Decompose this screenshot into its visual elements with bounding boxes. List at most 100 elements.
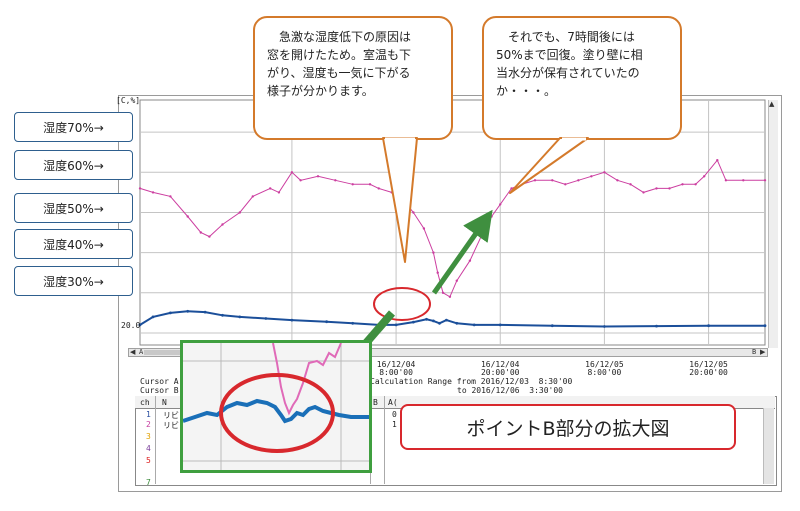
temperature-point (238, 315, 242, 319)
table-row-name: リビン (163, 421, 187, 430)
temperature-point (221, 313, 224, 317)
vertical-scrollbar[interactable] (768, 100, 778, 348)
humidity-label: 湿度60%→ (14, 150, 133, 180)
scroll-right-arrow-icon[interactable]: ▶ (760, 348, 766, 356)
zoom-caption: ポイントB部分の拡大図 (400, 404, 736, 450)
col-b: B (373, 398, 378, 407)
humidity-point (441, 291, 445, 294)
humidity-point (208, 235, 211, 238)
humidity-point (186, 215, 189, 218)
callout-line: がり、湿度も一気に下がる (267, 66, 411, 80)
humidity-point (151, 191, 155, 194)
humidity-point (251, 195, 254, 198)
humidity-point (221, 223, 224, 226)
scroll-up-arrow-icon[interactable]: ▲ (769, 100, 775, 108)
temperature-point (763, 324, 767, 328)
humidity-point (351, 183, 354, 186)
table-row-ch: 3 (146, 432, 151, 441)
humidity-label: 湿度50%→ (14, 193, 133, 223)
zoom-humidity-line (272, 343, 342, 416)
humidity-point (299, 179, 302, 182)
temperature-point (425, 317, 428, 321)
table-row-ch: 5 (146, 456, 151, 465)
temperature-point (264, 317, 268, 320)
callout-line: 当水分が保有されていたの (496, 66, 640, 80)
humidity-point (655, 187, 658, 190)
scroll-right-label: B (752, 348, 757, 356)
scroll-left-arrow-icon[interactable]: ◀ (130, 348, 136, 356)
humidity-point (551, 179, 554, 182)
temperature-point (203, 310, 207, 314)
humidity-point (448, 295, 452, 298)
humidity-point (499, 203, 502, 206)
x-tick-date: 16/12/05 (689, 360, 728, 369)
humidity-point (138, 187, 142, 190)
humidity-point (377, 187, 380, 190)
temperature-point (169, 311, 172, 315)
x-tick-time: 8:00'00 (587, 368, 622, 377)
cursor-a-label: Cursor A (140, 377, 179, 386)
humidity-point (368, 183, 372, 186)
humidity-point (169, 195, 172, 198)
y-tick-label: 20.0 (121, 321, 141, 330)
humidity-point (564, 183, 567, 186)
temperature-point (445, 318, 448, 322)
callout-line: 50%まで回復。塗り壁に相 (496, 48, 643, 62)
table-row-ch: 1 (146, 410, 151, 419)
table-row-name: リビン (163, 411, 187, 420)
humidity-label: 湿度40%→ (14, 229, 133, 259)
temperature-point (186, 309, 190, 313)
zoom-highlight (219, 373, 335, 453)
humidity-point (763, 179, 767, 182)
temperature-point (455, 321, 459, 325)
humidity-point (629, 183, 632, 186)
temperature-series-line (139, 310, 765, 328)
x-tick-time: 8:00'00 (379, 368, 413, 377)
humidity-point (316, 175, 320, 178)
recovery-arrow (431, 209, 493, 295)
temperature-point (394, 323, 398, 327)
col-ch: ch (140, 398, 150, 407)
temperature-point (707, 324, 710, 328)
humidity-point (510, 187, 513, 190)
humidity-point (724, 179, 728, 182)
humidity-point (422, 227, 426, 230)
humidity-point (238, 211, 241, 214)
table-row-value: 0 (392, 410, 397, 419)
humidity-point (577, 179, 580, 182)
callout-line: 急激な湿度低下の原因は (279, 30, 412, 44)
table-row-ch: 7 (146, 478, 151, 487)
col-name: N (162, 398, 167, 407)
x-tick-time: 20:00'00 (689, 368, 728, 377)
horizontal-scrollbar[interactable] (128, 348, 768, 357)
humidity-point (742, 179, 745, 182)
calc-range-from: Calculation Range from 2016/12/03 8:30'0… (370, 377, 573, 386)
callout-line: 窓を開けたため。室温も下 (267, 48, 412, 62)
humidity-point (533, 179, 537, 182)
humidity-point (290, 171, 294, 174)
temperature-point (290, 318, 294, 322)
humidity-point (199, 231, 202, 234)
zoom-inset (180, 340, 372, 473)
point-b-highlight (373, 287, 431, 321)
x-tick-time: 20:00'00 (480, 368, 520, 377)
humidity-point (616, 179, 619, 182)
unit-label: [C,%] (116, 96, 141, 105)
x-tick-date: 16/12/04 (376, 360, 416, 369)
x-tick-date: 16/12/04 (480, 360, 520, 369)
temperature-point (351, 321, 355, 325)
humidity-label: 湿度30%→ (14, 266, 133, 296)
humidity-label: 湿度70%→ (14, 112, 133, 142)
humidity-point (668, 187, 671, 190)
plot-frame (139, 99, 766, 346)
callout-pointer (382, 137, 418, 263)
callout-window-opened: 急激な湿度低下の原因は 窓を開けたため。室温も下 がり、湿度も一気に下がる 様子… (253, 16, 453, 140)
scroll-left-label: A (139, 348, 144, 356)
temperature-point (325, 320, 328, 324)
temperature-point (412, 320, 415, 324)
table-scrollbar[interactable] (763, 408, 774, 484)
callout-line: それでも、7時間後には (508, 30, 635, 44)
callout-recovery: それでも、7時間後には 50%まで回復。塗り壁に相 当水分が保有されていたの か… (482, 16, 682, 140)
humidity-point (694, 183, 697, 186)
